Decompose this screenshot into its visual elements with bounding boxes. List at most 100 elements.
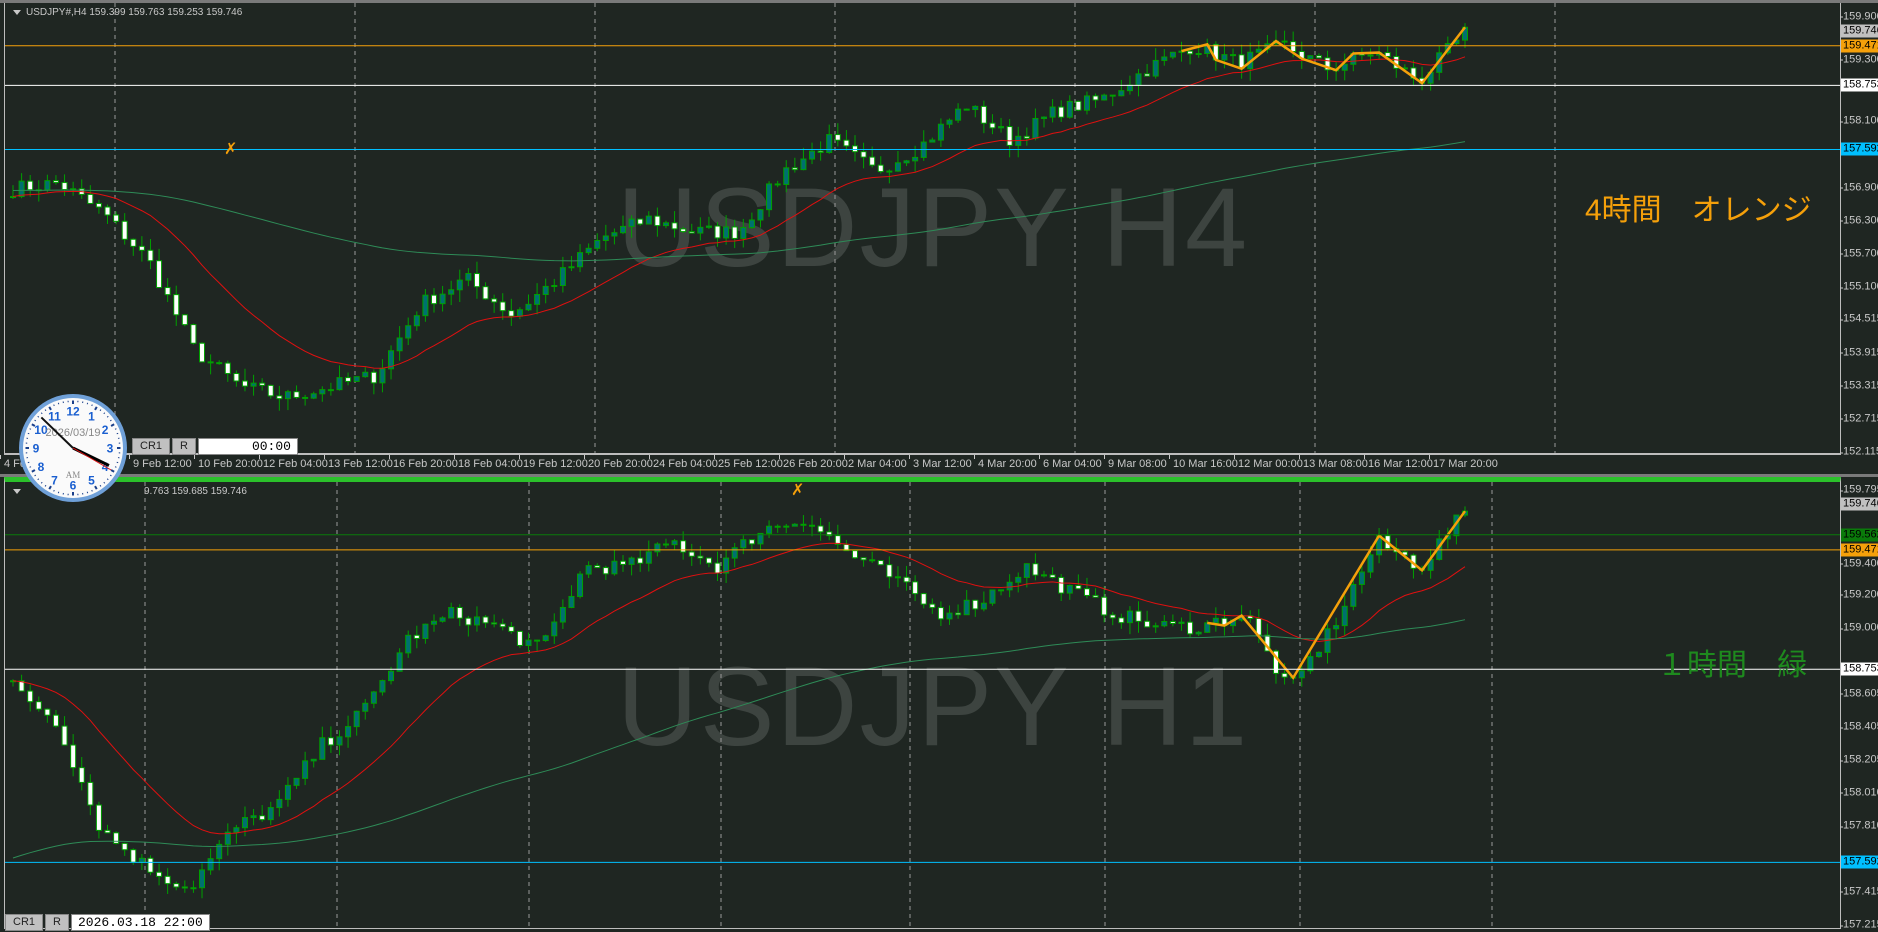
candle (148, 855, 153, 875)
time-tick: 25 Feb 12:00 (718, 458, 783, 470)
candle (689, 224, 694, 233)
candle (260, 378, 265, 390)
candle (999, 118, 1004, 133)
candle (28, 175, 33, 197)
candle (148, 239, 153, 269)
cursor-time-field[interactable]: 00:00 (198, 438, 298, 455)
cursor-time-field[interactable]: 2026.03.18 22:00 (71, 914, 210, 931)
object-marker-icon[interactable]: ✗ (224, 139, 237, 159)
price-tick: 159.400 (1843, 557, 1878, 570)
candle (663, 221, 668, 229)
candle (371, 369, 376, 394)
candle (423, 624, 428, 644)
candle (827, 522, 832, 540)
plot-area-h1[interactable]: 9.763 159.685 159.746 USDJPY H1 １時間 緑 ✗ (4, 477, 1841, 929)
candle (629, 557, 634, 576)
candle (552, 279, 557, 292)
candle (1153, 623, 1158, 633)
candle (861, 143, 866, 169)
candle (354, 711, 359, 736)
r-button[interactable]: R (172, 438, 196, 455)
time-tick: 26 Feb 20:00 (783, 458, 848, 470)
candle (217, 840, 222, 870)
candle (878, 560, 883, 565)
cr-button[interactable]: CR1 (132, 438, 170, 455)
r-button[interactable]: R (45, 914, 69, 931)
clock-tick (35, 475, 36, 476)
candle (844, 540, 849, 551)
clock-tick (92, 490, 93, 491)
candle (474, 262, 479, 299)
candle (466, 616, 471, 637)
candle (311, 392, 316, 399)
clock-number: 3 (107, 442, 114, 456)
candle (775, 524, 780, 532)
candle (1033, 109, 1038, 141)
candle (277, 386, 282, 411)
candle (11, 679, 16, 686)
price-tick: 159.795 (1843, 484, 1878, 497)
candle (990, 590, 995, 606)
candle (1334, 618, 1339, 639)
price-tick: 158.605 (1843, 687, 1878, 700)
candle (105, 825, 110, 833)
time-tick: 10 Feb 20:00 (198, 458, 263, 470)
candle (1170, 615, 1175, 627)
chart-header-h4: USDJPY#,H4 159.399 159.763 159.253 159.7… (13, 7, 242, 18)
time-tick: 9 Mar 08:00 (1108, 458, 1167, 470)
candle (423, 289, 428, 322)
candle (500, 619, 505, 631)
object-marker-icon[interactable]: ✗ (791, 480, 804, 500)
candle (328, 383, 333, 396)
candle (71, 182, 76, 196)
candle (1368, 48, 1373, 64)
candle (397, 326, 402, 361)
price-axis-h4[interactable]: 159.900159.300158.100156.900156.300155.7… (1841, 3, 1878, 472)
candle (122, 843, 127, 856)
candle (818, 518, 823, 541)
candle (1102, 587, 1107, 623)
candle (431, 288, 436, 312)
candle (320, 727, 325, 760)
candle (1007, 574, 1012, 597)
chart-window-h4[interactable]: USDJPY#,H4 159.399 159.763 159.253 159.7… (0, 0, 1878, 472)
candle (758, 533, 763, 550)
candle (122, 213, 127, 244)
candle (1342, 54, 1347, 81)
candle (191, 324, 196, 345)
time-tick: 13 Feb 12:00 (328, 458, 393, 470)
time-tick: 9 Feb 12:00 (133, 458, 192, 470)
candle (474, 606, 479, 631)
chart-window-h1[interactable]: 9.763 159.685 159.746 USDJPY H1 １時間 緑 ✗ … (0, 474, 1878, 931)
price-tick: 155.100 (1843, 281, 1878, 294)
candle (784, 524, 789, 533)
plot-area-h4[interactable]: USDJPY#,H4 159.399 159.763 159.253 159.7… (4, 3, 1841, 454)
candle (251, 809, 256, 825)
candle (973, 600, 978, 617)
collapse-icon[interactable] (13, 10, 21, 15)
candle (1188, 612, 1193, 638)
candle (1136, 69, 1141, 96)
price-tick: 153.915 (1843, 346, 1878, 359)
candle (303, 752, 308, 785)
candle (79, 179, 84, 199)
price-axis-h1[interactable]: 159.795159.400159.200159.000158.605158.4… (1841, 477, 1878, 931)
candle (389, 345, 394, 379)
candle (1325, 51, 1330, 80)
candle (19, 675, 24, 692)
price-tick: 154.515 (1843, 313, 1878, 326)
symbol-ohlc: 9.763 159.685 159.746 (144, 486, 247, 497)
clock-number: 7 (51, 474, 58, 488)
candle (268, 802, 273, 825)
candle (157, 249, 162, 288)
candle (724, 215, 729, 245)
candle (689, 544, 694, 566)
candle (165, 868, 170, 894)
candle (1076, 574, 1081, 589)
candle (921, 130, 926, 161)
candle (638, 219, 643, 226)
candle (621, 216, 626, 235)
cr-button[interactable]: CR1 (5, 914, 43, 931)
candle (706, 217, 711, 229)
